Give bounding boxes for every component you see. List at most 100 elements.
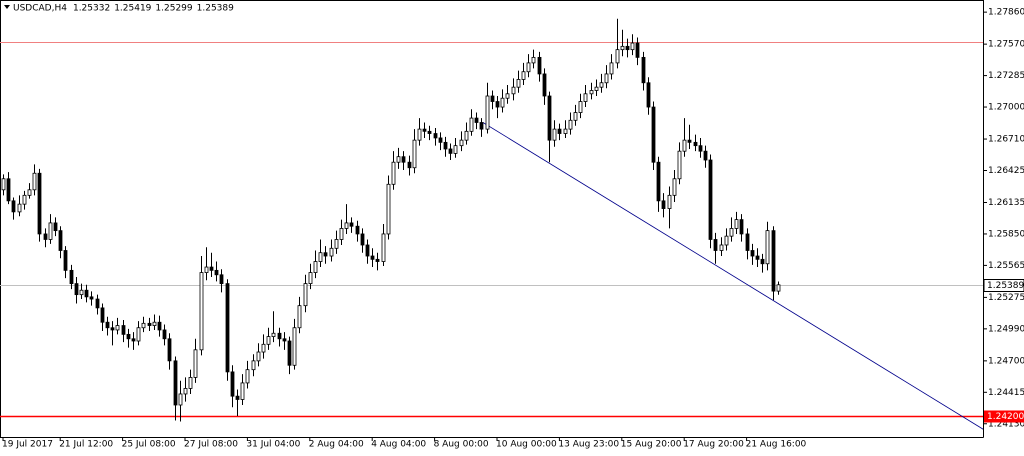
candle-body	[547, 95, 552, 141]
x-tick-label: 31 Jul 04:00	[246, 440, 300, 450]
candle-body	[516, 79, 521, 88]
candle-body	[542, 73, 547, 97]
candle-body	[427, 130, 432, 134]
candle-body	[105, 321, 110, 329]
candle-body	[615, 49, 620, 64]
candle-body	[292, 327, 297, 366]
candle-body	[693, 141, 698, 147]
y-tick-label: 1.24990	[988, 324, 1024, 334]
candle-body	[641, 56, 646, 84]
candle-body	[755, 255, 760, 260]
candle-body	[152, 321, 157, 326]
candle-body	[162, 329, 167, 340]
candle-body	[282, 338, 287, 342]
candle-body	[531, 56, 536, 64]
candle-body	[713, 239, 718, 251]
candle-body	[677, 150, 682, 180]
candle-body	[297, 305, 302, 329]
candle-body	[370, 255, 375, 260]
candle-body	[609, 62, 614, 75]
price-label: 1.25389	[987, 281, 1024, 291]
header-price: 1.25419	[114, 4, 151, 14]
candle-body	[583, 93, 588, 102]
candle-body	[209, 266, 214, 271]
level-label-box	[984, 410, 1024, 423]
candle-body	[760, 258, 765, 265]
x-tick-label: 10 Aug 00:00	[496, 440, 557, 450]
candle-body	[178, 393, 183, 406]
y-tick-label: 1.27570	[988, 40, 1024, 50]
candle-body	[656, 161, 661, 202]
candle-body	[334, 239, 339, 249]
candle-body	[635, 42, 640, 58]
candle-body	[48, 222, 53, 240]
candle-body	[355, 225, 360, 235]
y-tick-label: 1.27000	[988, 103, 1024, 113]
candle-body	[453, 145, 458, 154]
candle-body	[474, 117, 479, 123]
candle-body	[183, 388, 188, 395]
candle-body	[89, 296, 94, 300]
candle-body	[682, 139, 687, 152]
candle-body	[537, 56, 542, 75]
candle-body	[22, 194, 27, 205]
candle-body	[698, 145, 703, 152]
candle-body	[573, 112, 578, 121]
candle-body	[323, 252, 328, 257]
candle-body	[578, 101, 583, 113]
candle-body	[84, 289, 89, 298]
candle-body	[303, 283, 308, 307]
candle-body	[719, 244, 724, 251]
candle-body	[193, 349, 198, 378]
candle-body	[422, 128, 427, 132]
candle-body	[672, 178, 677, 196]
candle-body	[594, 86, 599, 91]
x-tick-label: 8 Aug 00:00	[434, 440, 489, 450]
candle-body	[147, 322, 152, 326]
candle-body	[511, 86, 516, 95]
candle-body	[604, 73, 609, 84]
candle-body	[729, 228, 734, 237]
candle-body	[375, 258, 380, 262]
trendline	[482, 122, 984, 430]
x-tick-label: 2 Aug 04:00	[309, 440, 364, 450]
x-tick-label: 19 Jul 2017	[2, 440, 53, 450]
candle-body	[240, 382, 245, 400]
candle-body	[396, 156, 401, 163]
candle-body	[401, 156, 406, 163]
candle-body	[1, 178, 6, 191]
candle-body	[448, 148, 453, 154]
candle-body	[521, 71, 526, 80]
candle-body	[563, 128, 568, 134]
candle-body	[589, 90, 594, 95]
symbol-menu-arrow[interactable]	[4, 5, 10, 9]
candle-body	[266, 336, 271, 345]
candle-body	[417, 128, 422, 141]
candle-body	[739, 219, 744, 235]
candle-body	[386, 183, 391, 235]
candle-body	[557, 128, 562, 134]
candle-body	[214, 269, 219, 276]
candle-body	[620, 45, 625, 51]
candle-body	[661, 200, 666, 209]
x-tick-label: 4 Aug 04:00	[371, 440, 426, 450]
candle-body	[745, 233, 750, 251]
candle-body	[251, 360, 256, 371]
candle-body	[17, 203, 22, 213]
y-tick-label: 1.27285	[988, 71, 1024, 81]
candle-body	[344, 222, 349, 229]
candle-body	[625, 45, 630, 51]
candle-body	[308, 272, 313, 285]
candle-body	[225, 283, 230, 373]
candle-body	[771, 230, 776, 292]
candle-body	[287, 340, 292, 366]
candle-body	[750, 250, 755, 257]
candle-body	[459, 139, 464, 147]
y-tick-label: 1.24130	[988, 419, 1024, 429]
y-tick-label: 1.26425	[988, 166, 1024, 176]
candle-body	[469, 117, 474, 132]
candle-body	[131, 338, 136, 342]
candle-body	[443, 141, 448, 150]
